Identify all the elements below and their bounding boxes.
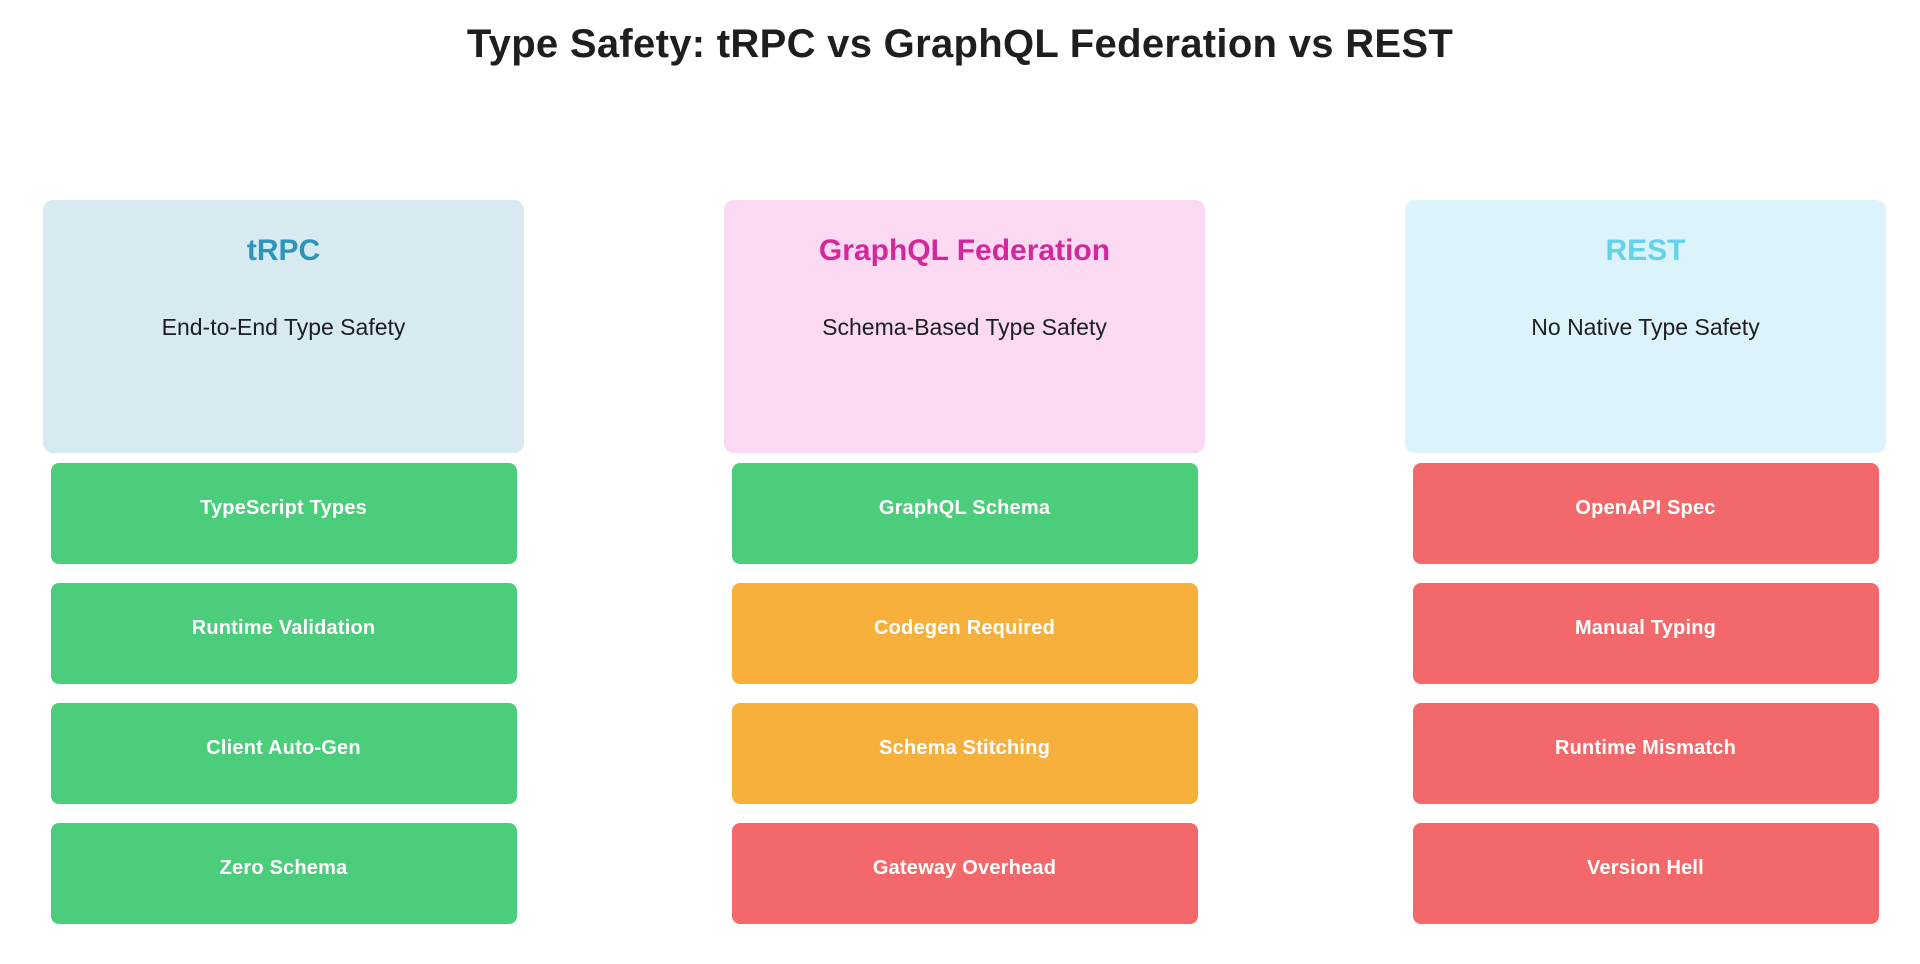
graphql-federation-title: GraphQL Federation (818, 234, 1111, 267)
item-schema-stitching: Schema Stitching (731, 703, 1198, 804)
item-typescript-types: TypeScript Types (50, 463, 517, 564)
item-version-hell: Version Hell (1412, 823, 1879, 924)
item-label: Gateway Overhead (872, 857, 1057, 879)
column-graphql-federation: GraphQL Federation Schema-Based Type Saf… (724, 200, 1205, 943)
item-label: Zero Schema (219, 857, 348, 879)
rest-header-card: REST No Native Type Safety (1405, 200, 1886, 453)
trpc-title: tRPC (246, 234, 321, 267)
item-label: Client Auto-Gen (206, 737, 361, 759)
item-openapi-spec: OpenAPI Spec (1412, 463, 1879, 564)
graphql-federation-subtitle: Schema-Based Type Safety (822, 313, 1107, 340)
item-runtime-validation: Runtime Validation (50, 583, 517, 684)
columns-container: tRPC End-to-End Type Safety TypeScript T… (43, 200, 1886, 943)
page-title: Type Safety: tRPC vs GraphQL Federation … (466, 22, 1454, 66)
item-label: Version Hell (1587, 857, 1704, 879)
item-label: TypeScript Types (200, 497, 367, 519)
item-graphql-schema: GraphQL Schema (731, 463, 1198, 564)
item-label: Schema Stitching (878, 737, 1050, 759)
graphql-federation-header-card: GraphQL Federation Schema-Based Type Saf… (724, 200, 1205, 453)
column-trpc: tRPC End-to-End Type Safety TypeScript T… (43, 200, 524, 943)
item-label: Codegen Required (874, 617, 1055, 639)
item-label: GraphQL Schema (878, 497, 1051, 519)
item-codegen-required: Codegen Required (731, 583, 1198, 684)
item-zero-schema: Zero Schema (50, 823, 517, 924)
rest-title: REST (1605, 234, 1686, 267)
trpc-header-card: tRPC End-to-End Type Safety (43, 200, 524, 453)
item-label: Runtime Validation (191, 617, 376, 639)
item-manual-typing: Manual Typing (1412, 583, 1879, 684)
rest-subtitle: No Native Type Safety (1531, 313, 1760, 340)
item-gateway-overhead: Gateway Overhead (731, 823, 1198, 924)
item-runtime-mismatch: Runtime Mismatch (1412, 703, 1879, 804)
item-label: Manual Typing (1574, 617, 1717, 639)
item-label: OpenAPI Spec (1575, 497, 1716, 519)
column-rest: REST No Native Type Safety OpenAPI Spec … (1405, 200, 1886, 943)
item-label: Runtime Mismatch (1554, 737, 1736, 759)
item-client-auto-gen: Client Auto-Gen (50, 703, 517, 804)
trpc-subtitle: End-to-End Type Safety (161, 313, 406, 340)
